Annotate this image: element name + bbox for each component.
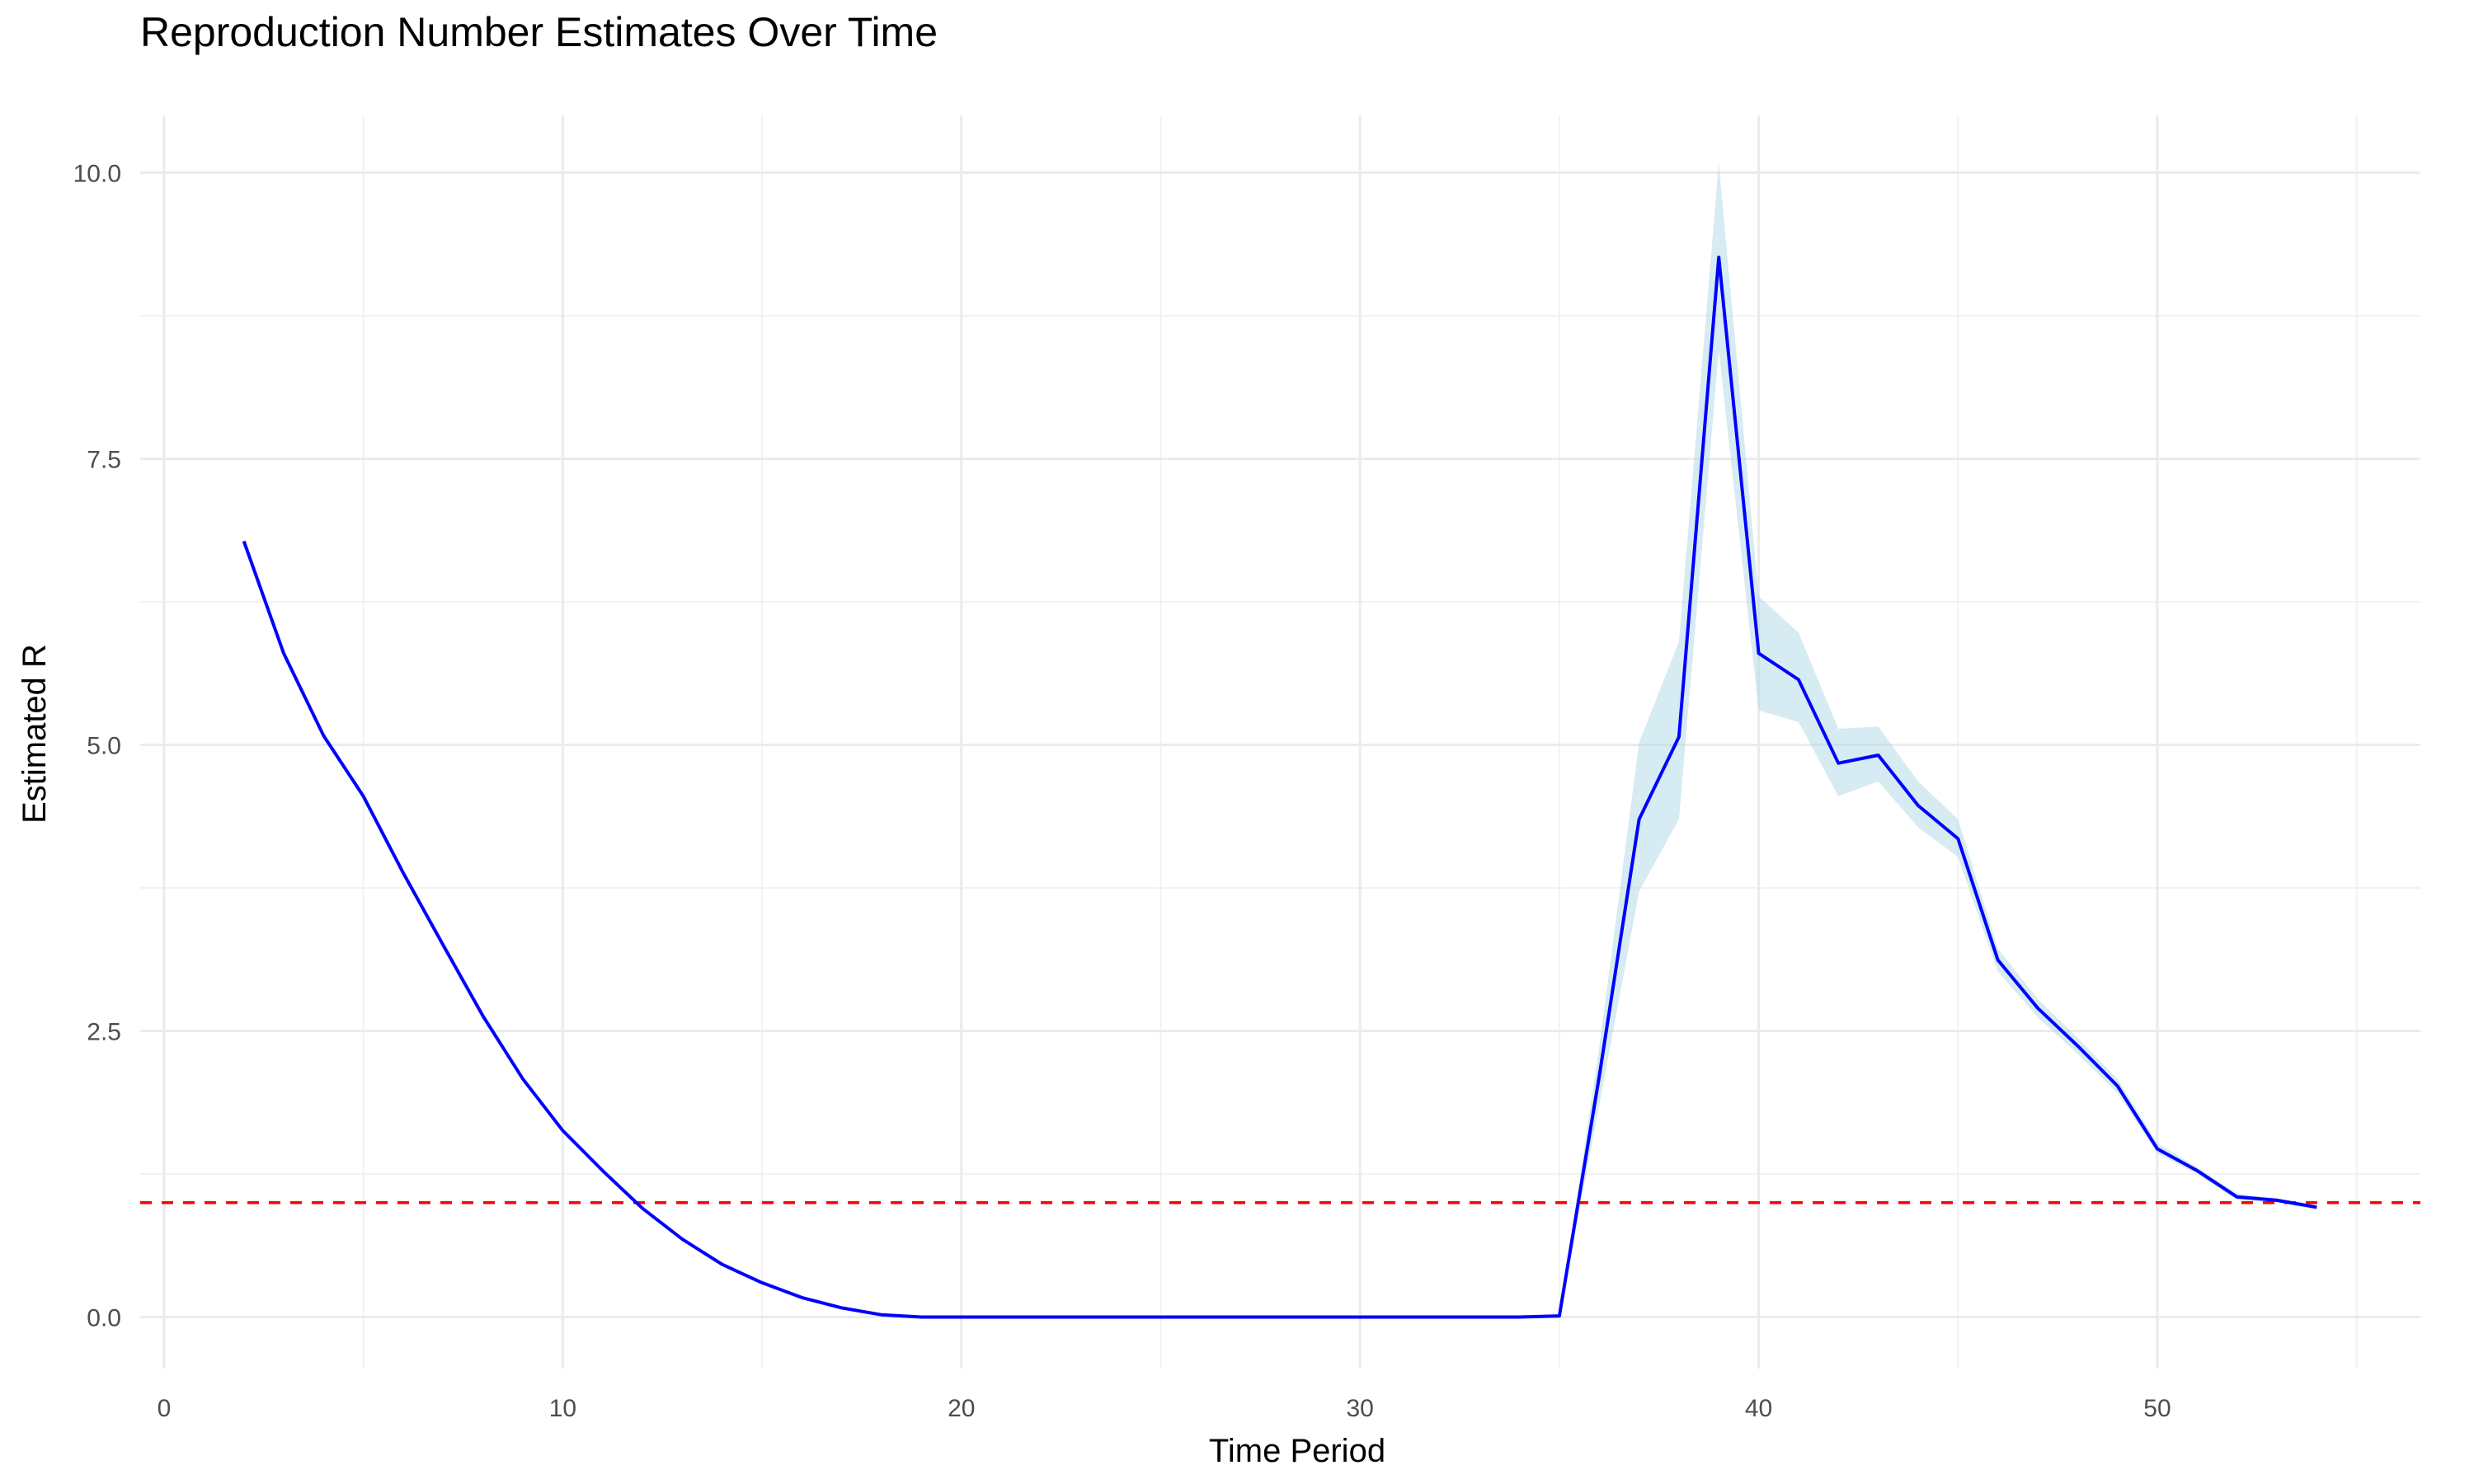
y-tick-label: 2.5 [87, 1019, 121, 1046]
confidence-interval-band [243, 163, 2317, 1317]
x-tick-label: 10 [549, 1395, 576, 1422]
y-tick-label: 0.0 [87, 1305, 121, 1332]
x-tick-label: 30 [1346, 1395, 1373, 1422]
x-tick-label: 40 [1745, 1395, 1772, 1422]
grid-major [140, 115, 2420, 1369]
x-tick-label: 20 [948, 1395, 975, 1422]
x-axis-title: Time Period [1209, 1433, 1385, 1469]
y-axis-ticks: 0.0 2.5 5.0 7.5 10.0 [73, 160, 121, 1331]
estimate-line-layer [242, 256, 2317, 1319]
x-tick-label: 0 [158, 1395, 172, 1422]
grid-minor [140, 115, 2420, 1369]
y-tick-label: 10.0 [73, 160, 121, 187]
y-axis-title: Estimated R [16, 644, 53, 824]
y-tick-label: 7.5 [87, 446, 121, 473]
confidence-band [243, 163, 2317, 1317]
y-tick-label: 5.0 [87, 732, 121, 759]
estimated-r-line [242, 256, 2317, 1319]
x-axis-ticks: 0 10 20 30 40 50 [158, 1395, 2171, 1422]
chart-title: Reproduction Number Estimates Over Time [140, 9, 938, 55]
x-tick-label: 50 [2143, 1395, 2171, 1422]
